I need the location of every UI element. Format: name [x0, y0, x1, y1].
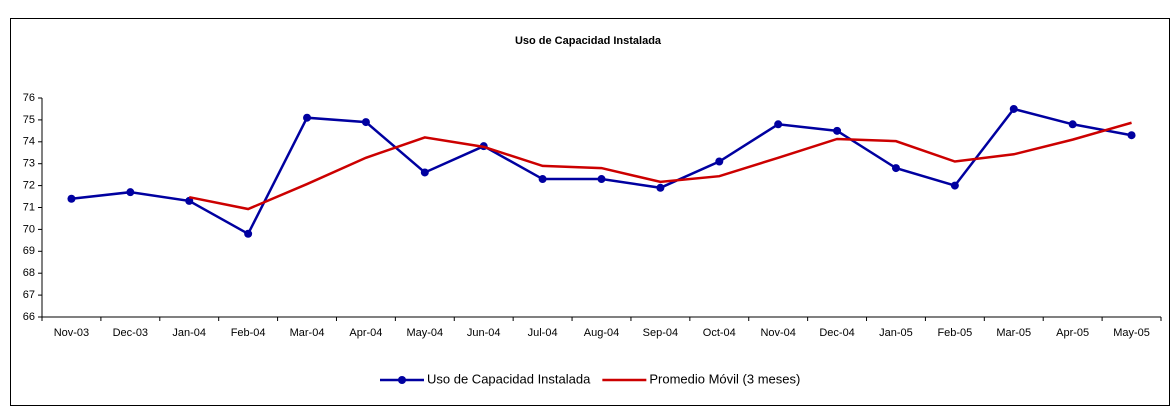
point [950, 181, 959, 190]
point [1068, 120, 1077, 129]
point [420, 168, 429, 177]
x-tick-label: Jan-05 [879, 327, 913, 339]
point [715, 157, 724, 166]
y-tick-label: 71 [23, 201, 35, 213]
x-tick-label: Jun-04 [467, 327, 501, 339]
x-tick-label: Feb-05 [937, 327, 972, 339]
chart-border [10, 18, 1170, 406]
x-tick-label: Mar-05 [996, 327, 1031, 339]
point [126, 188, 135, 197]
chart-title: Uso de Capacidad Instalada [515, 35, 662, 47]
y-tick-label: 69 [23, 245, 35, 257]
x-tick-label: Feb-04 [231, 327, 266, 339]
point [774, 120, 783, 129]
x-tick-label: Apr-04 [349, 327, 382, 339]
y-tick-label: 74 [23, 136, 35, 148]
x-tick-label: Apr-05 [1056, 327, 1089, 339]
x-tick-label: Sep-04 [643, 327, 678, 339]
point [303, 113, 312, 122]
point [244, 229, 253, 238]
point [597, 175, 606, 184]
y-tick-label: 73 [23, 158, 35, 170]
point [833, 126, 842, 135]
x-tick-label: Oct-04 [703, 327, 736, 339]
y-tick-label: 76 [23, 92, 35, 104]
y-tick-label: 67 [23, 289, 35, 301]
y-tick-label: 70 [23, 223, 35, 235]
x-tick-label: Mar-04 [290, 327, 325, 339]
point [361, 118, 370, 127]
x-tick-label: Aug-04 [584, 327, 619, 339]
y-tick-label: 75 [23, 114, 35, 126]
legend-label: Uso de Capacidad Instalada [427, 371, 591, 386]
x-tick-label: Jan-04 [172, 327, 206, 339]
x-tick-label: May-05 [1113, 327, 1150, 339]
x-tick-label: Nov-04 [760, 327, 795, 339]
point [67, 194, 76, 203]
point [656, 183, 665, 192]
point [538, 175, 547, 184]
legend-marker [398, 376, 406, 384]
x-tick-label: Dec-03 [113, 327, 148, 339]
x-tick-label: Dec-04 [819, 327, 854, 339]
x-tick-label: Jul-04 [528, 327, 558, 339]
series-line [188, 121, 1132, 211]
point [891, 164, 900, 173]
y-tick-label: 68 [23, 267, 35, 279]
x-tick-label: May-04 [406, 327, 443, 339]
point [1009, 104, 1018, 113]
y-tick-label: 66 [23, 311, 35, 323]
x-tick-label: Nov-03 [54, 327, 89, 339]
legend-label: Promedio Móvil (3 meses) [649, 371, 800, 386]
point [1127, 131, 1136, 140]
y-tick-label: 72 [23, 180, 35, 192]
point [185, 196, 194, 205]
